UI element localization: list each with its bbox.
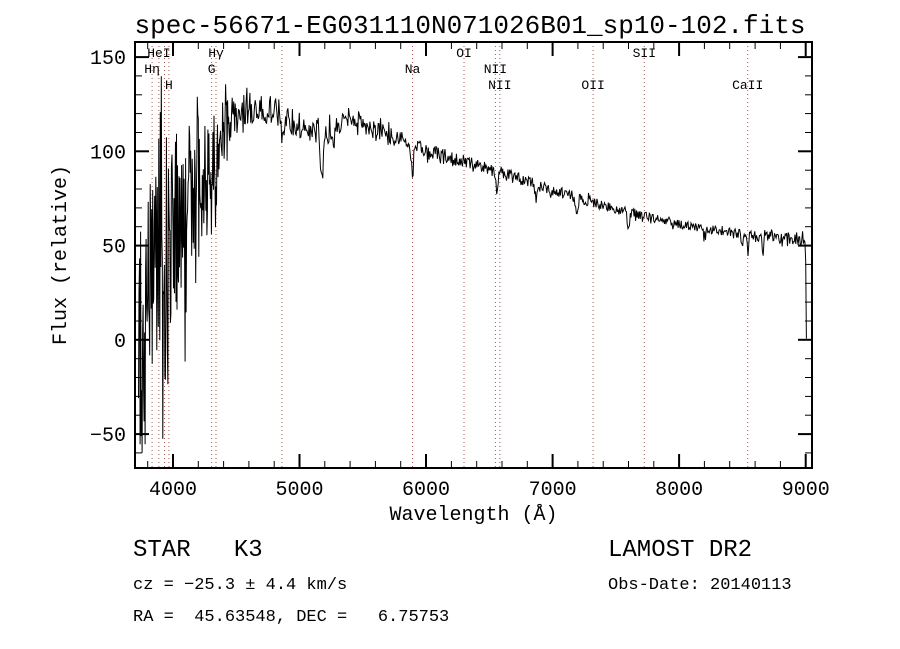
x-tick-label: 8000 — [655, 479, 703, 502]
plot-frame — [134, 41, 813, 469]
spectral-line-label: Hγ — [208, 46, 224, 61]
spectral-line-label: NII — [484, 62, 507, 77]
object-classification: STAR K3 — [133, 537, 263, 564]
y-tick-label: 100 — [90, 142, 126, 165]
x-tick-label: 6000 — [402, 479, 450, 502]
x-tick-label: 5000 — [275, 479, 323, 502]
coordinates: RA = 45.63548, DEC = 6.75753 — [133, 608, 450, 627]
plot-title: spec-56671-EG031110N071026B01_sp10-102.f… — [134, 11, 806, 41]
x-axis-title: Wavelength (Å) — [389, 504, 557, 527]
spectral-line-label: OI — [456, 46, 472, 61]
survey-release: LAMOST DR2 — [608, 537, 753, 564]
spectral-line-label: Na — [405, 62, 421, 77]
spectral-line-label: G — [208, 62, 216, 77]
spectral-line-label: OII — [581, 78, 604, 93]
spectral-line-label: NII — [488, 78, 511, 93]
spectral-line-label: H — [165, 78, 173, 93]
x-tick-label: 9000 — [782, 479, 830, 502]
spectral-line-label: Hη — [144, 62, 160, 77]
observation-date: Obs-Date: 20140113 — [608, 576, 792, 595]
y-tick-label: 0 — [114, 331, 126, 354]
spectral-line-label: SII — [633, 46, 656, 61]
y-tick-label: −50 — [90, 425, 126, 448]
y-tick-label: 150 — [90, 48, 126, 71]
x-tick-label: 7000 — [529, 479, 577, 502]
spectral-line-label: HeI — [147, 46, 170, 61]
radial-velocity: cz = −25.3 ± 4.4 km/s — [133, 576, 348, 595]
x-tick-label: 4000 — [149, 479, 197, 502]
spectrum-path — [138, 76, 807, 453]
spectral-line-label: CaII — [732, 78, 763, 93]
y-tick-label: 50 — [102, 237, 126, 260]
y-axis-title: Flux (relative) — [50, 165, 73, 345]
